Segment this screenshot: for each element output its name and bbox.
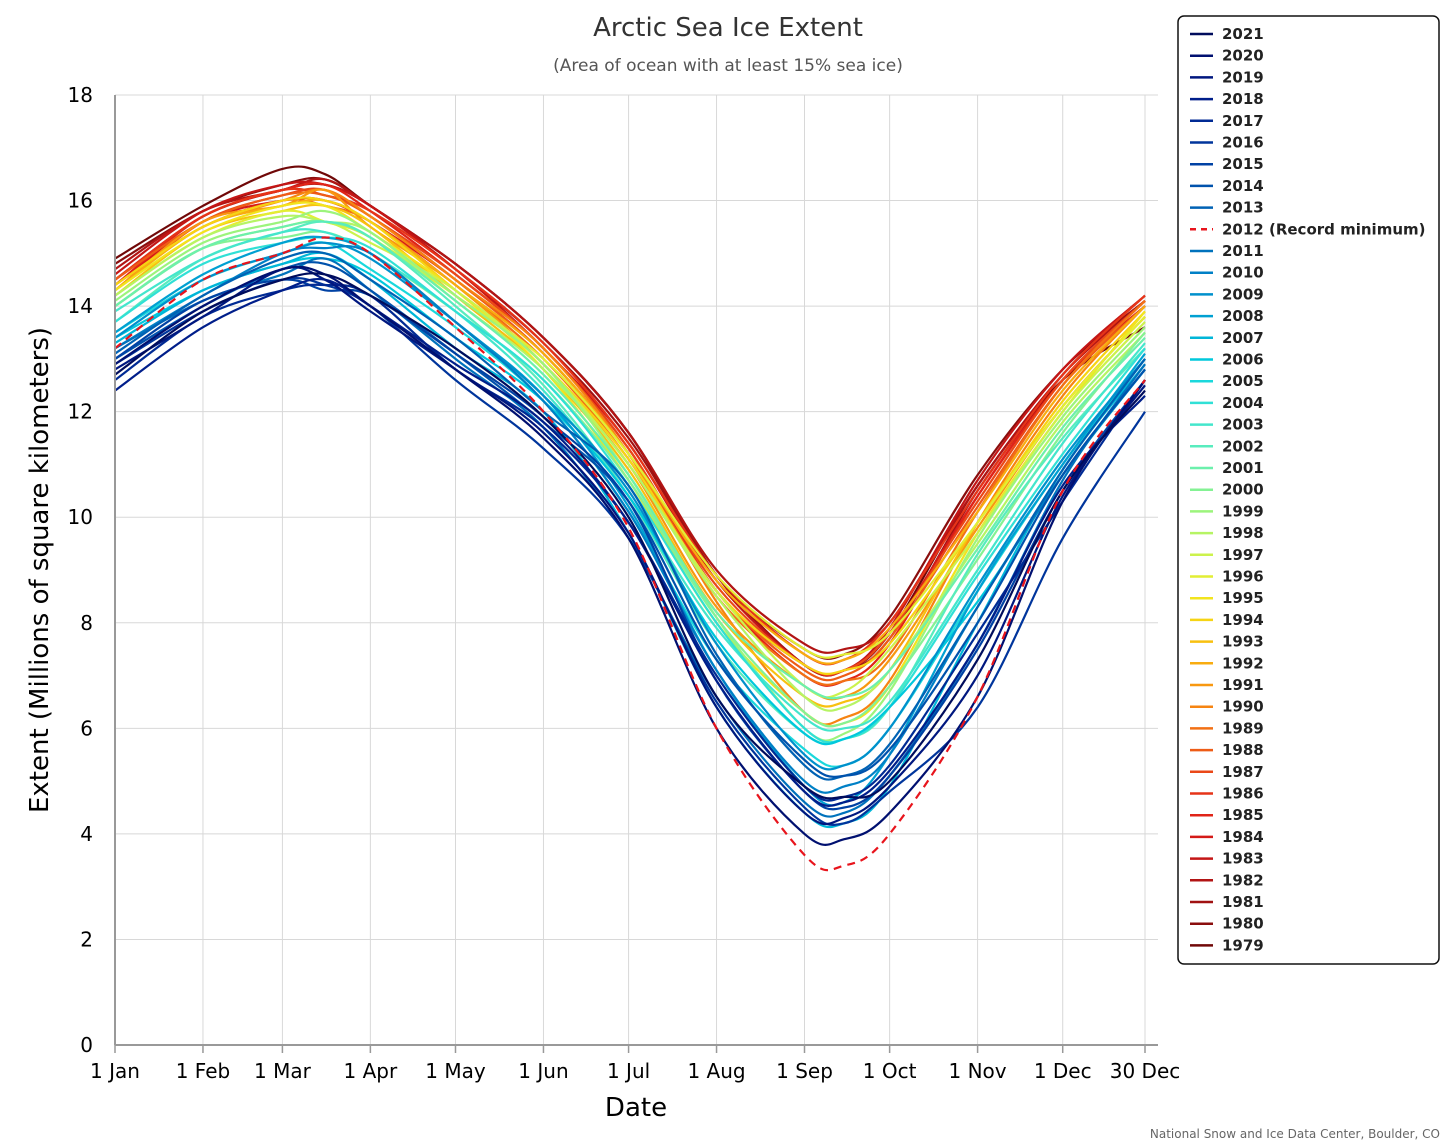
legend-label-2003: 2003 <box>1222 416 1264 434</box>
series-line-2003 <box>114 228 1146 732</box>
series-line-1987 <box>114 187 1146 677</box>
legend-label-2019: 2019 <box>1222 68 1264 86</box>
series-line-2021 <box>114 272 1146 800</box>
legend-label-2011: 2011 <box>1222 242 1264 260</box>
legend-label-1980: 1980 <box>1222 915 1264 933</box>
series-line-1982 <box>114 177 1146 654</box>
legend-label-1982: 1982 <box>1222 871 1264 889</box>
series-line-2012 <box>114 236 1146 872</box>
legend-label-1989: 1989 <box>1222 719 1264 737</box>
y-tick-label: 8 <box>80 611 93 635</box>
y-tick-label: 14 <box>68 294 93 318</box>
legend-label-2017: 2017 <box>1222 112 1264 130</box>
chart-subtitle: (Area of ocean with at least 15% sea ice… <box>553 56 903 76</box>
series-lines <box>114 165 1146 872</box>
legend-label-2012: 2012 (Record minimum) <box>1222 220 1426 238</box>
x-tick-label: 1 Apr <box>344 1059 398 1083</box>
legend-label-1985: 1985 <box>1222 806 1264 824</box>
source-credit: National Snow and Ice Data Center, Bould… <box>1150 1127 1440 1141</box>
x-tick-label: 30 Dec <box>1110 1059 1181 1083</box>
x-tick-label: 1 Jan <box>90 1059 140 1083</box>
legend-label-1995: 1995 <box>1222 589 1264 607</box>
series-line-2019 <box>114 266 1146 826</box>
series-line-2020 <box>114 265 1146 846</box>
legend-label-1983: 1983 <box>1222 850 1264 868</box>
series-line-1992 <box>114 198 1146 665</box>
legend-label-1986: 1986 <box>1222 785 1264 803</box>
legend-label-1979: 1979 <box>1222 936 1264 954</box>
legend-label-1981: 1981 <box>1222 893 1264 911</box>
legend-label-1990: 1990 <box>1222 698 1264 716</box>
legend-label-2016: 2016 <box>1222 134 1264 152</box>
x-tick-label: 1 Aug <box>687 1059 745 1083</box>
legend-label-2004: 2004 <box>1222 394 1264 412</box>
x-tick-label: 1 Jun <box>518 1059 568 1083</box>
series-line-2001 <box>114 220 1146 700</box>
x-axis-title: Date <box>605 1093 667 1123</box>
series-line-2015 <box>114 278 1146 811</box>
legend-label-2009: 2009 <box>1222 285 1264 303</box>
y-tick-label: 18 <box>68 83 93 107</box>
y-tick-label: 10 <box>68 505 93 529</box>
legend-label-2014: 2014 <box>1222 177 1264 195</box>
axes: 0 2 4 6 8 10 12 14 16 18 1 Jan 1 Feb 1 Mar 1 Apr 1 May… <box>68 83 1181 1083</box>
x-tick-label: 1 Jul <box>607 1059 650 1083</box>
legend-label-2008: 2008 <box>1222 307 1264 325</box>
x-tick-label: 1 Mar <box>254 1059 312 1083</box>
legend-label-2001: 2001 <box>1222 459 1264 477</box>
y-tick-label: 6 <box>80 716 93 740</box>
legend-label-2002: 2002 <box>1222 437 1264 455</box>
legend-label-1998: 1998 <box>1222 524 1264 542</box>
legend-label-2006: 2006 <box>1222 351 1264 369</box>
legend-label-2018: 2018 <box>1222 90 1264 108</box>
series-line-2000 <box>114 230 1146 728</box>
series-line-1996 <box>114 209 1146 659</box>
legend-label-1991: 1991 <box>1222 676 1264 694</box>
x-tick-label: 1 Sep <box>776 1059 833 1083</box>
legend-label-2015: 2015 <box>1222 155 1264 173</box>
legend-label-1993: 1993 <box>1222 633 1264 651</box>
series-line-1991 <box>114 188 1146 701</box>
y-tick-label: 16 <box>68 189 93 213</box>
legend-label-2000: 2000 <box>1222 481 1264 499</box>
legend-label-1997: 1997 <box>1222 546 1264 564</box>
y-tick-label: 4 <box>80 822 93 846</box>
y-axis-title: Extent (Millions of square kilometers) <box>25 327 55 813</box>
x-tick-label: 1 Dec <box>1034 1059 1092 1083</box>
series-line-2002 <box>114 220 1146 745</box>
legend-label-2007: 2007 <box>1222 329 1264 347</box>
y-tick-label: 2 <box>80 927 93 951</box>
legend-label-1984: 1984 <box>1222 828 1264 846</box>
legend: 2021 2020 2019 2018 2017 2016 2015 2014 2013 2012… <box>1177 15 1440 965</box>
x-tick-label: 1 May <box>425 1059 486 1083</box>
x-tick-label: 1 Oct <box>863 1059 917 1083</box>
legend-label-2010: 2010 <box>1222 264 1264 282</box>
series-line-2013 <box>114 250 1146 781</box>
legend-box <box>1177 15 1440 965</box>
legend-label-1994: 1994 <box>1222 611 1264 629</box>
legend-label-2021: 2021 <box>1222 25 1264 43</box>
x-tick-label: 1 Feb <box>176 1059 231 1083</box>
legend-label-1987: 1987 <box>1222 763 1264 781</box>
legend-label-1988: 1988 <box>1222 741 1264 759</box>
legend-label-2020: 2020 <box>1222 47 1264 65</box>
legend-label-1992: 1992 <box>1222 654 1264 672</box>
y-tick-label: 0 <box>80 1033 93 1057</box>
legend-label-2013: 2013 <box>1222 199 1264 217</box>
legend-label-1996: 1996 <box>1222 568 1264 586</box>
series-line-1998 <box>114 214 1146 712</box>
chart-title: Arctic Sea Ice Extent <box>593 13 863 43</box>
series-line-2009 <box>114 241 1146 771</box>
series-line-2014 <box>114 261 1146 778</box>
y-tick-label: 12 <box>68 400 93 424</box>
series-line-2006 <box>114 256 1146 746</box>
legend-label-1999: 1999 <box>1222 502 1264 520</box>
x-tick-label: 1 Nov <box>949 1059 1007 1083</box>
legend-label-2005: 2005 <box>1222 372 1264 390</box>
